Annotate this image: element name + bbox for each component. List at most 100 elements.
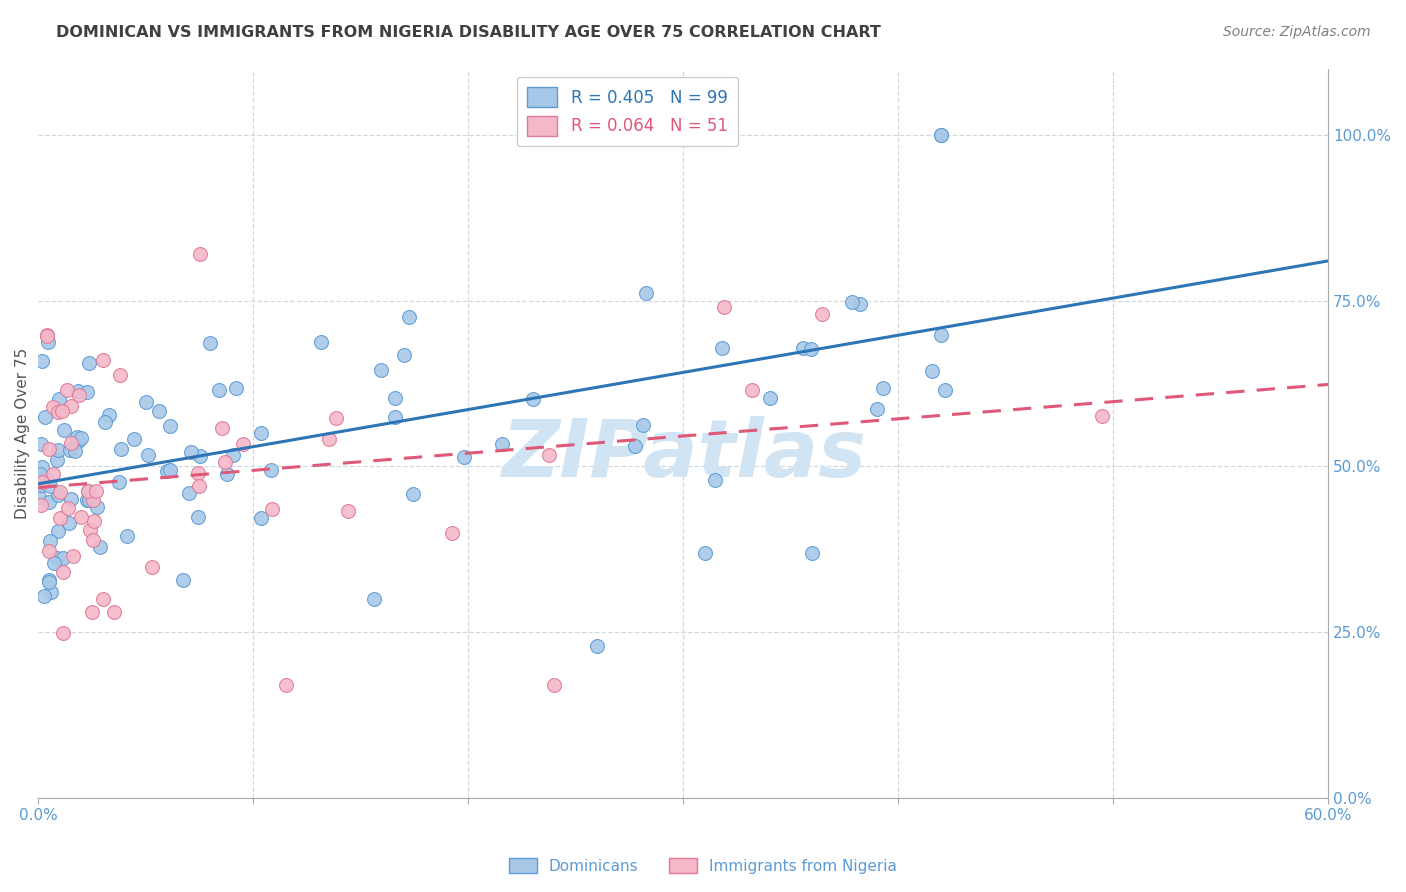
Point — [225, 381, 247, 395]
Point — [30, 478, 52, 492]
Point — [318, 432, 340, 446]
Point — [543, 678, 565, 692]
Point — [89, 540, 111, 554]
Point — [800, 343, 823, 357]
Point — [108, 368, 131, 383]
Point — [402, 486, 425, 500]
Point — [58, 516, 80, 530]
Point — [45, 550, 67, 565]
Point — [37, 335, 59, 350]
Point — [76, 493, 98, 508]
Point — [38, 573, 60, 587]
Point — [84, 483, 107, 498]
Point — [522, 392, 544, 406]
Point — [39, 534, 62, 549]
Point — [67, 434, 90, 448]
Point — [148, 404, 170, 418]
Point — [636, 286, 658, 301]
Text: ZIPatlas: ZIPatlas — [501, 417, 866, 494]
Point — [260, 462, 283, 476]
Point — [741, 384, 763, 398]
Point — [214, 455, 236, 469]
Point — [48, 392, 70, 406]
Point — [31, 459, 53, 474]
Point — [363, 591, 385, 606]
Point — [98, 408, 121, 422]
Point — [440, 526, 463, 541]
Point — [624, 439, 647, 453]
Point — [58, 442, 80, 457]
Point — [384, 409, 406, 424]
Point — [453, 450, 475, 464]
Point — [325, 411, 347, 425]
Point — [82, 533, 104, 547]
Point — [91, 353, 114, 368]
Point — [135, 395, 157, 409]
Point — [31, 475, 53, 489]
Point — [30, 467, 52, 481]
Point — [921, 364, 943, 378]
Point — [156, 463, 179, 477]
Point — [180, 445, 202, 459]
Point — [77, 493, 100, 508]
Point — [172, 574, 194, 588]
Point — [48, 510, 70, 524]
Point — [208, 383, 231, 397]
Point — [52, 424, 75, 438]
Point — [86, 500, 108, 514]
Point — [811, 306, 834, 320]
Point — [35, 327, 58, 342]
Point — [91, 592, 114, 607]
Point — [336, 504, 359, 518]
Point — [250, 425, 273, 440]
Point — [384, 392, 406, 406]
Point — [77, 356, 100, 370]
Point — [716, 128, 738, 142]
Point — [51, 565, 73, 579]
Point — [37, 474, 59, 488]
Point — [51, 403, 73, 417]
Point — [188, 247, 211, 261]
Point — [80, 606, 103, 620]
Point — [45, 452, 67, 467]
Point — [188, 479, 211, 493]
Point — [83, 514, 105, 528]
Point — [77, 483, 100, 498]
Point — [30, 437, 52, 451]
Point — [188, 449, 211, 463]
Point — [59, 435, 82, 450]
Point — [704, 473, 727, 487]
Point — [38, 544, 60, 558]
Point — [872, 381, 894, 395]
Point — [28, 490, 51, 504]
Point — [32, 589, 55, 603]
Point — [929, 328, 952, 343]
Point — [934, 383, 956, 397]
Point — [42, 400, 65, 414]
Point — [929, 128, 952, 142]
Point — [491, 436, 513, 450]
Point — [67, 388, 90, 402]
Point — [52, 626, 75, 640]
Point — [35, 474, 58, 488]
Point — [82, 492, 104, 507]
Point — [93, 415, 115, 429]
Point — [34, 409, 56, 424]
Point — [56, 500, 79, 515]
Point — [48, 487, 70, 501]
Point — [38, 574, 60, 589]
Point — [370, 362, 392, 376]
Point — [159, 463, 181, 477]
Point — [693, 546, 716, 560]
Y-axis label: Disability Age Over 75: Disability Age Over 75 — [15, 348, 30, 519]
Point — [55, 383, 77, 397]
Point — [713, 300, 735, 314]
Text: Source: ZipAtlas.com: Source: ZipAtlas.com — [1223, 25, 1371, 39]
Point — [215, 467, 238, 482]
Point — [711, 341, 734, 355]
Point — [62, 549, 84, 563]
Point — [66, 430, 89, 444]
Point — [46, 524, 69, 539]
Point — [704, 128, 727, 142]
Point — [38, 442, 60, 457]
